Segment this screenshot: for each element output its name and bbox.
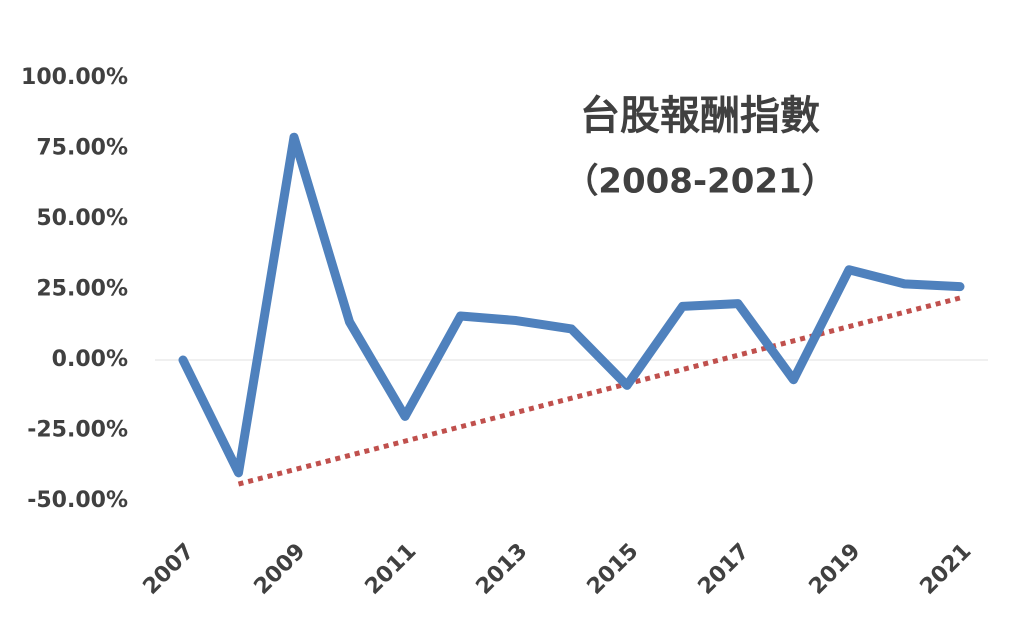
- x-tick-label: 2017: [694, 539, 755, 600]
- x-tick-label: 2009: [250, 539, 311, 600]
- y-tick-label: -25.00%: [27, 418, 128, 443]
- data-line: [178, 132, 965, 478]
- y-tick-label: 25.00%: [36, 277, 128, 302]
- chart-title: 台股報酬指數: [580, 93, 820, 139]
- x-tick-label: 2013: [472, 539, 533, 600]
- x-tick-label: 2007: [139, 539, 200, 600]
- y-tick-label: -50.00%: [27, 488, 128, 513]
- x-tick-label: 2019: [805, 539, 866, 600]
- y-tick-label: 50.00%: [36, 206, 128, 231]
- chart-subtitle: （2008-2021）: [564, 162, 835, 202]
- x-tick-label: 2021: [916, 539, 977, 600]
- y-tick-label: 100.00%: [21, 65, 128, 90]
- y-tick-label: 75.00%: [36, 136, 128, 161]
- trendline: [237, 295, 961, 487]
- x-tick-label: 2011: [361, 539, 422, 600]
- x-tick-label: 2015: [583, 539, 644, 600]
- y-tick-label: 0.00%: [52, 347, 128, 372]
